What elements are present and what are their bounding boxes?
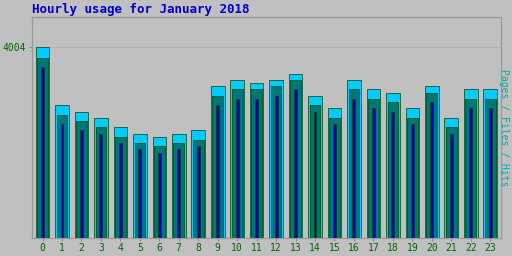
- Bar: [57, 115, 68, 256]
- Bar: [391, 112, 394, 256]
- Bar: [465, 99, 476, 256]
- Bar: [211, 86, 225, 256]
- Bar: [232, 89, 243, 256]
- Bar: [406, 108, 419, 256]
- Bar: [349, 89, 359, 256]
- Bar: [251, 89, 262, 256]
- Bar: [329, 118, 340, 256]
- Bar: [153, 137, 166, 256]
- Bar: [76, 121, 87, 256]
- Bar: [230, 80, 244, 256]
- Bar: [80, 131, 83, 256]
- Bar: [174, 143, 184, 256]
- Bar: [308, 96, 322, 256]
- Bar: [236, 99, 239, 256]
- Bar: [426, 93, 437, 256]
- Bar: [333, 124, 336, 256]
- Bar: [191, 131, 205, 256]
- Bar: [193, 140, 204, 256]
- Bar: [216, 105, 219, 256]
- Bar: [154, 146, 165, 256]
- Bar: [119, 143, 122, 256]
- Bar: [135, 143, 145, 256]
- Bar: [37, 58, 48, 256]
- Bar: [172, 134, 185, 256]
- Bar: [347, 80, 361, 256]
- Bar: [352, 99, 355, 256]
- Bar: [290, 80, 301, 256]
- Bar: [367, 89, 380, 256]
- Bar: [255, 99, 258, 256]
- Bar: [470, 108, 472, 256]
- Bar: [99, 134, 102, 256]
- Bar: [444, 118, 458, 256]
- Bar: [158, 153, 161, 256]
- Text: Hourly usage for January 2018: Hourly usage for January 2018: [32, 3, 249, 16]
- Bar: [36, 47, 49, 256]
- Bar: [407, 118, 418, 256]
- Bar: [388, 102, 398, 256]
- Bar: [212, 96, 223, 256]
- Bar: [115, 137, 126, 256]
- Bar: [271, 86, 282, 256]
- Bar: [177, 150, 180, 256]
- Bar: [294, 89, 297, 256]
- Bar: [372, 108, 375, 256]
- Bar: [75, 112, 88, 256]
- Bar: [483, 89, 497, 256]
- Bar: [197, 146, 200, 256]
- Bar: [289, 74, 303, 256]
- Bar: [450, 134, 453, 256]
- Bar: [94, 118, 108, 256]
- Bar: [138, 150, 141, 256]
- Bar: [60, 124, 63, 256]
- Y-axis label: Pages / Files / Hits: Pages / Files / Hits: [499, 69, 509, 186]
- Bar: [489, 108, 492, 256]
- Bar: [386, 93, 400, 256]
- Bar: [310, 105, 321, 256]
- Bar: [269, 80, 283, 256]
- Bar: [430, 102, 433, 256]
- Bar: [114, 127, 127, 256]
- Bar: [446, 127, 457, 256]
- Bar: [368, 99, 379, 256]
- Bar: [274, 96, 278, 256]
- Bar: [464, 89, 478, 256]
- Bar: [133, 134, 146, 256]
- Bar: [328, 108, 342, 256]
- Bar: [250, 83, 264, 256]
- Bar: [41, 67, 44, 256]
- Bar: [55, 105, 69, 256]
- Bar: [96, 127, 106, 256]
- Bar: [425, 86, 439, 256]
- Bar: [411, 124, 414, 256]
- Bar: [313, 112, 316, 256]
- Bar: [485, 99, 496, 256]
